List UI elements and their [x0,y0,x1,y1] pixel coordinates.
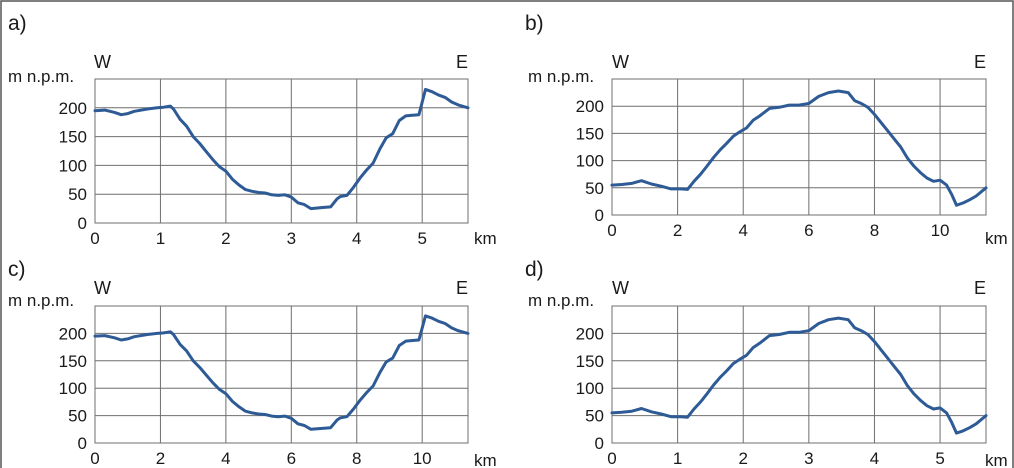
panel-a-x-tick-label: 2 [221,229,230,248]
panel-c-plot-frame [94,305,469,444]
panel-b-y-tick-label: 50 [585,179,604,198]
panel-d-xlabel: km [985,451,1008,468]
panel-a-x-tick-label: 5 [417,229,426,248]
panel-d-east-label: E [974,278,986,298]
panel-c-x-tick-label: 4 [221,449,230,468]
panel-d-elevation-line [610,316,988,435]
panel-a-elevation-line [93,87,470,211]
panel-a-y-tick-label: 0 [78,214,87,233]
panel-a-east-label: E [456,52,468,72]
panel-a-x-tick-label: 0 [90,229,99,248]
panel-b-east-label: E [974,52,986,72]
panel-d-west-label: W [612,278,629,298]
panel-d-plot: 0 50 100 150 200 0 1 2 3 4 5 [576,305,988,468]
panel-c-xlabel: km [474,451,497,468]
panel-c-y-tick-label: 50 [68,407,87,426]
panel-c-y-tick-label: 0 [78,434,87,453]
panel-a-y-tick-label: 50 [68,185,87,204]
panel-b-x-tick-label: 0 [607,221,616,240]
panel-b-plot-frame [611,78,987,216]
panel-b-y-tick-label: 150 [576,124,604,143]
panel-a-x-tick-label: 3 [287,229,296,248]
panel-b-y-tick-label: 0 [595,206,604,225]
panel-c-plot: 0 50 100 150 200 0 2 4 6 8 10 [59,305,470,468]
panel-d: d) m n.p.m. W E km 0 50 100 150 200 0 1 2 3 4 5 [525,258,1008,468]
panel-c-x-tick-label: 8 [352,449,361,468]
panel-a: a) m n.p.m. W E km 0 50 100 150 200 0 1 2 3 4 5 [8,12,497,248]
panel-a-west-label: W [94,52,111,72]
panel-b-y-tick-label: 100 [576,152,604,171]
panel-d-x-tick-label: 3 [804,449,813,468]
panel-a-ylabel: m n.p.m. [8,67,74,86]
panel-b-y-tick-label: 200 [576,97,604,116]
panel-c-y-tick-label: 100 [59,379,87,398]
panel-a-x-tick-label: 4 [352,229,361,248]
panel-c-west-label: W [94,278,111,298]
panel-d-plot-frame [611,305,987,444]
panel-b-x-tick-label: 4 [738,221,747,240]
panel-c-y-tick-label: 200 [59,324,87,343]
panel-a-xlabel: km [474,229,497,248]
panel-c-elevation-line [93,314,470,431]
panel-c-x-tick-label: 0 [90,449,99,468]
panel-d-y-tick-label: 200 [576,324,604,343]
panel-d-label: d) [525,258,544,281]
panel-b-x-tick-label: 2 [673,221,682,240]
panel-b: b) m n.p.m. W E km 0 50 100 150 200 0 2 4 6 8 10 [525,12,1008,248]
panel-d-y-tick-label: 50 [585,407,604,426]
panel-c-x-tick-label: 2 [156,449,165,468]
panel-b-x-tick-label: 8 [870,221,879,240]
panel-c-ylabel: m n.p.m. [8,291,74,310]
panel-b-ylabel: m n.p.m. [528,67,594,86]
panel-a-x-tick-label: 1 [156,229,165,248]
panel-d-x-tick-label: 2 [738,449,747,468]
panel-c-x-tick-label: 6 [287,449,296,468]
panel-d-x-tick-label: 1 [673,449,682,468]
panel-c-x-tick-label: 10 [413,449,432,468]
panel-b-west-label: W [612,52,629,72]
panel-c-east-label: E [456,278,468,298]
panel-a-y-tick-label: 200 [59,99,87,118]
panel-b-x-tick-label: 6 [804,221,813,240]
panel-a-plot-frame [94,78,469,224]
panel-a-y-tick-label: 100 [59,156,87,175]
panel-c-y-tick-label: 150 [59,352,87,371]
panel-d-x-tick-label: 4 [870,449,879,468]
panel-d-y-tick-label: 150 [576,352,604,371]
panel-a-y-tick-label: 150 [59,128,87,147]
panel-c-label: c) [8,258,26,281]
panel-d-ylabel: m n.p.m. [528,291,594,310]
panel-c: c) m n.p.m. W E km 0 50 100 150 200 0 2 4 6 8 10 [8,258,497,468]
panel-b-label: b) [525,12,544,35]
panel-b-elevation-line [610,89,988,207]
panel-d-x-tick-label: 5 [935,449,944,468]
panel-b-plot: 0 50 100 150 200 0 2 4 6 8 10 [576,78,988,240]
panel-a-plot: 0 50 100 150 200 0 1 2 3 4 5 [59,78,470,248]
panel-b-x-tick-label: 10 [931,221,950,240]
panel-d-y-tick-label: 0 [595,434,604,453]
panel-b-xlabel: km [985,229,1008,248]
panel-d-x-tick-label: 0 [607,449,616,468]
panel-a-label: a) [8,12,27,35]
panel-d-y-tick-label: 100 [576,379,604,398]
